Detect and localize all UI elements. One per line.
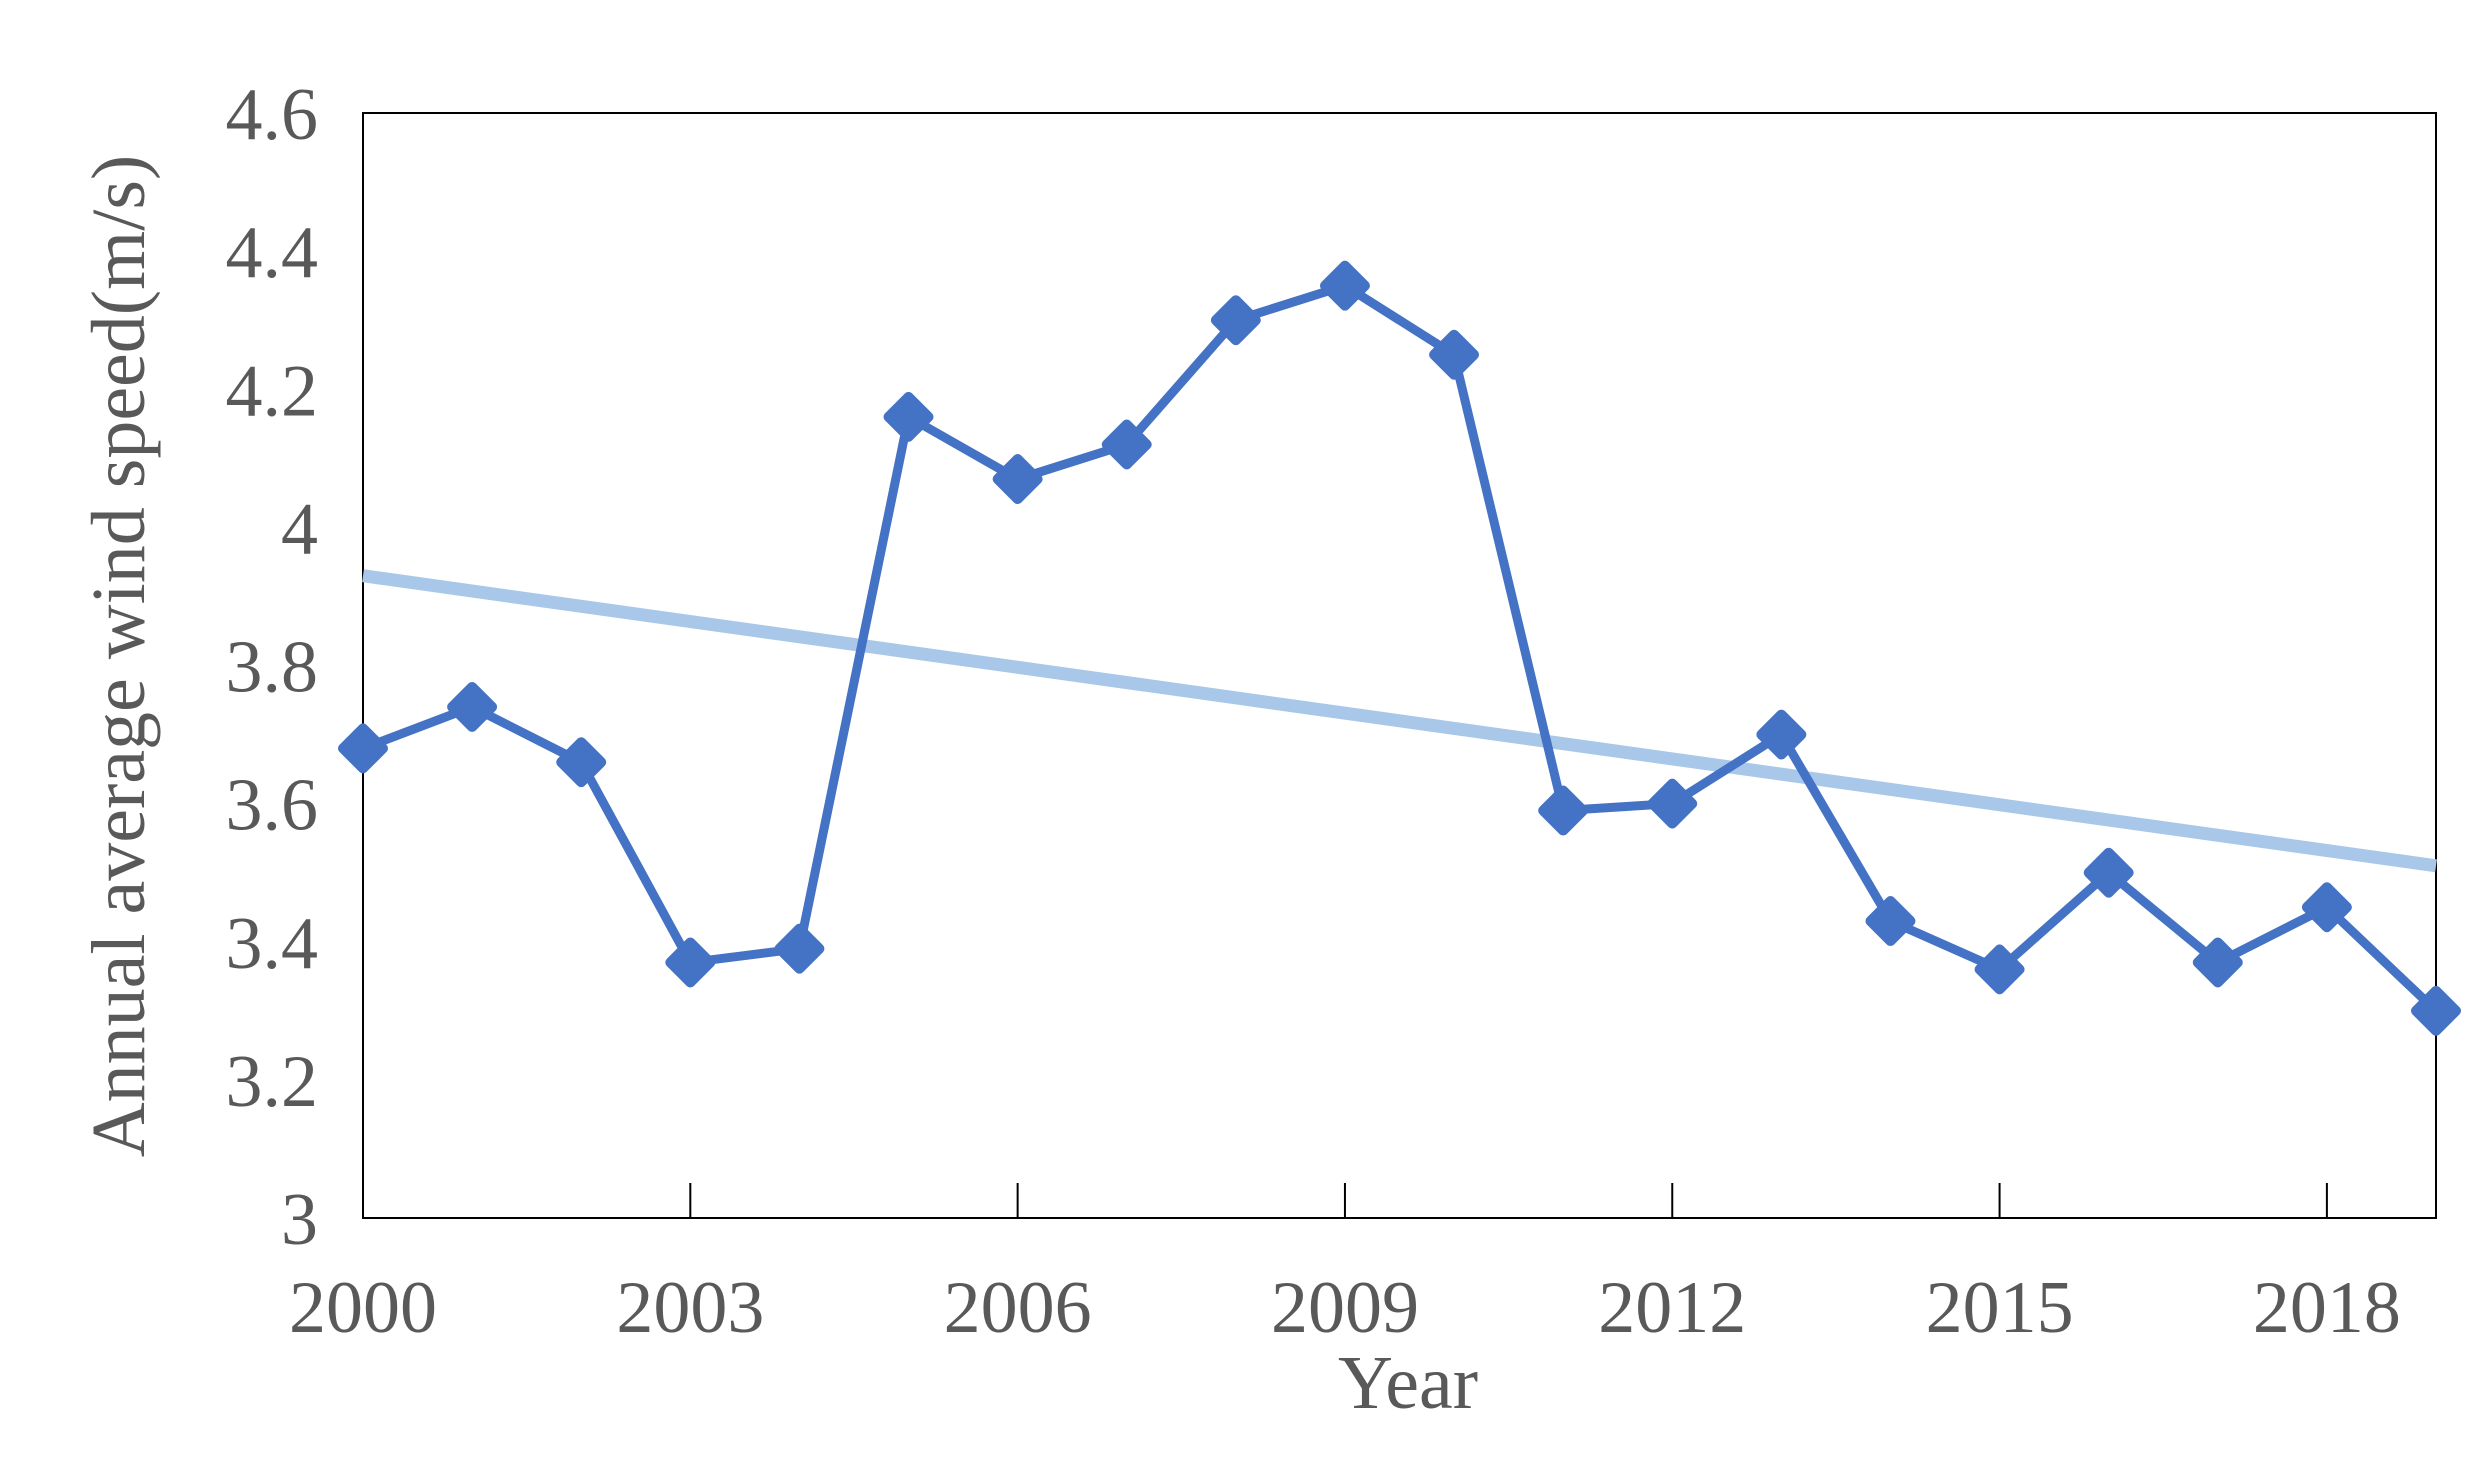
data-point-marker — [556, 737, 607, 788]
data-point-marker — [774, 923, 825, 974]
data-point-marker — [992, 454, 1043, 505]
plot-area: 2000 2003 2006 2009 2012 2015 2018 3 3.2 3.4 3.6 3.… — [226, 74, 2461, 1349]
data-point-marker — [2083, 847, 2134, 898]
x-tick-label: 2018 — [2253, 1267, 2401, 1349]
y-tick-label: 3.8 — [226, 627, 319, 709]
data-point-marker — [2411, 985, 2461, 1036]
y-tick-label: 4.2 — [226, 350, 319, 432]
data-point-marker — [665, 937, 716, 988]
chart-canvas: 2000 2003 2006 2009 2012 2015 2018 3 3.2 3.4 3.6 3.… — [77, 74, 2461, 1425]
data-point-marker — [1101, 419, 1152, 470]
data-point-marker — [1429, 329, 1480, 380]
x-tick-label: 2015 — [1926, 1267, 2074, 1349]
wind-speed-trend-chart: 2000 2003 2006 2009 2012 2015 2018 3 3.2 3.4 3.6 3.… — [40, 16, 2471, 1446]
y-tick-label: 3.4 — [226, 903, 319, 985]
data-point-marker — [1319, 260, 1370, 311]
data-point-marker — [2192, 937, 2243, 988]
data-point-marker — [1865, 896, 1916, 947]
data-point-marker — [1538, 785, 1589, 836]
x-tick-label: 2009 — [1271, 1267, 1419, 1349]
data-point-marker — [1974, 944, 2025, 995]
x-tick-label: 2012 — [1598, 1267, 1746, 1349]
data-point-marker — [338, 723, 388, 774]
data-point-marker — [883, 391, 934, 442]
y-axis-title: Annual average wind speed(m/s) — [77, 155, 161, 1157]
data-point-marker — [1647, 778, 1698, 829]
x-axis-title: Year — [1338, 1341, 1478, 1425]
series-line — [358, 281, 2441, 1016]
y-tick-label: 3 — [281, 1179, 318, 1261]
y-tick-label: 3.6 — [226, 765, 319, 847]
data-point-marker — [1756, 709, 1807, 760]
y-tick-label: 4.6 — [226, 74, 319, 156]
data-point-marker — [1210, 295, 1261, 346]
trend-line — [362, 569, 2437, 873]
data-point-marker — [2301, 882, 2352, 933]
y-tick-label: 3.2 — [226, 1041, 319, 1123]
x-tick-label: 2003 — [616, 1267, 764, 1349]
y-tick-label: 4 — [281, 488, 318, 570]
y-tick-label: 4.4 — [226, 212, 319, 294]
data-point-marker — [447, 681, 498, 732]
x-tick-label: 2006 — [944, 1267, 1092, 1349]
plot-border — [362, 112, 2437, 1219]
x-tick-label: 2000 — [289, 1267, 437, 1349]
